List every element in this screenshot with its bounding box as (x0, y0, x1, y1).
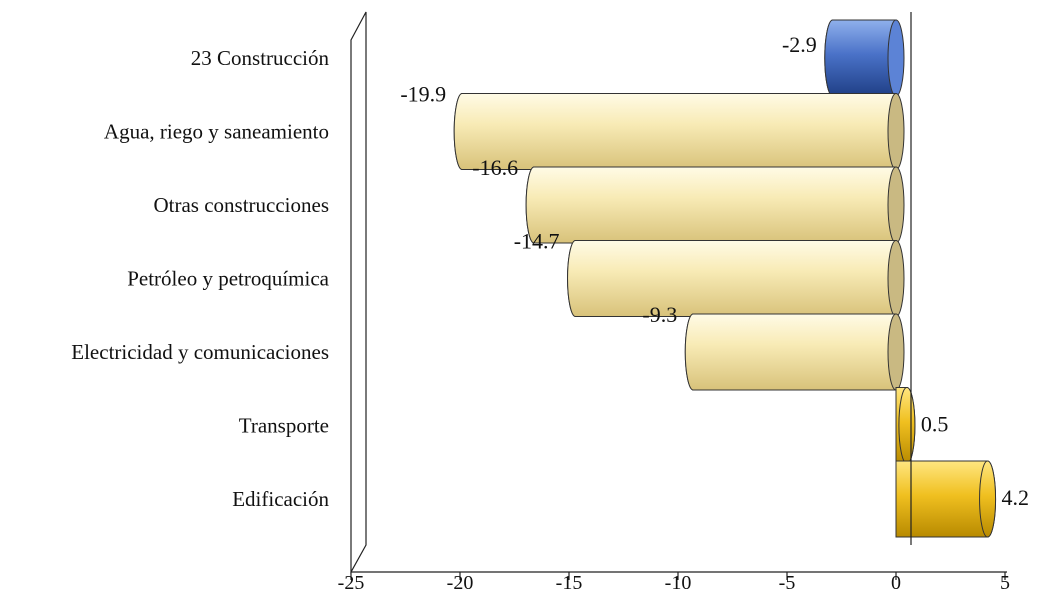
bar-edificacion (895, 460, 997, 538)
x-tick-label: -15 (556, 572, 583, 594)
bar-transporte (895, 387, 916, 464)
value-label: -9.3 (642, 302, 677, 327)
category-label: Edificación (232, 487, 329, 511)
bar-face-cap (887, 166, 905, 244)
bar-electricidad-y-comunicaciones (684, 313, 905, 391)
bar-agua-riego-y-saneamiento (453, 93, 905, 170)
category-label: 23 Construcción (191, 46, 330, 70)
category-label: Otras construcciones (153, 193, 329, 217)
bar-body (525, 166, 897, 244)
bar-end-cap (979, 460, 997, 538)
value-label: 4.2 (1002, 485, 1030, 510)
category-labels: 23 Construcción Agua, riego y saneamiento… (71, 46, 329, 511)
category-label: Agua, riego y saneamiento (104, 120, 329, 144)
value-label: -19.9 (400, 82, 446, 107)
bar-face-cap (887, 19, 905, 97)
value-label: 0.5 (921, 412, 949, 437)
x-tick-label: -5 (779, 572, 796, 594)
bars-group (453, 12, 997, 545)
bar-body (684, 313, 897, 391)
x-axis: -25 -20 -15 -10 -5 0 5 (338, 571, 1010, 594)
bar-body (453, 93, 897, 170)
value-label: -16.6 (472, 155, 518, 180)
x-tick-label: -20 (447, 572, 474, 594)
category-label: Petróleo y petroquímica (127, 267, 329, 291)
x-tick-label: 5 (1000, 572, 1010, 594)
bar-face-cap (887, 93, 905, 170)
bar-petroleo-y-petroquimica (567, 240, 905, 317)
bar-body (567, 240, 897, 317)
x-tick-label: -10 (665, 572, 692, 594)
bar-body (824, 19, 897, 97)
bar-end-cap (898, 387, 916, 464)
bar-face-cap (887, 240, 905, 317)
bar-face-cap (887, 313, 905, 391)
value-label: -14.7 (514, 229, 560, 254)
chart-back-panel (350, 11, 367, 575)
category-label: Transporte (239, 414, 329, 438)
x-tick-label: -25 (338, 572, 365, 594)
category-label: Electricidad y comunicaciones (71, 340, 329, 364)
x-tick-label: 0 (891, 572, 901, 594)
value-label: -2.9 (782, 32, 817, 57)
bar-otras-construcciones (525, 166, 905, 244)
bar-23-construccion (824, 19, 905, 97)
value-labels: -2.9 -19.9 -16.6 -14.7 -9.3 0.5 4.2 (400, 32, 1029, 510)
